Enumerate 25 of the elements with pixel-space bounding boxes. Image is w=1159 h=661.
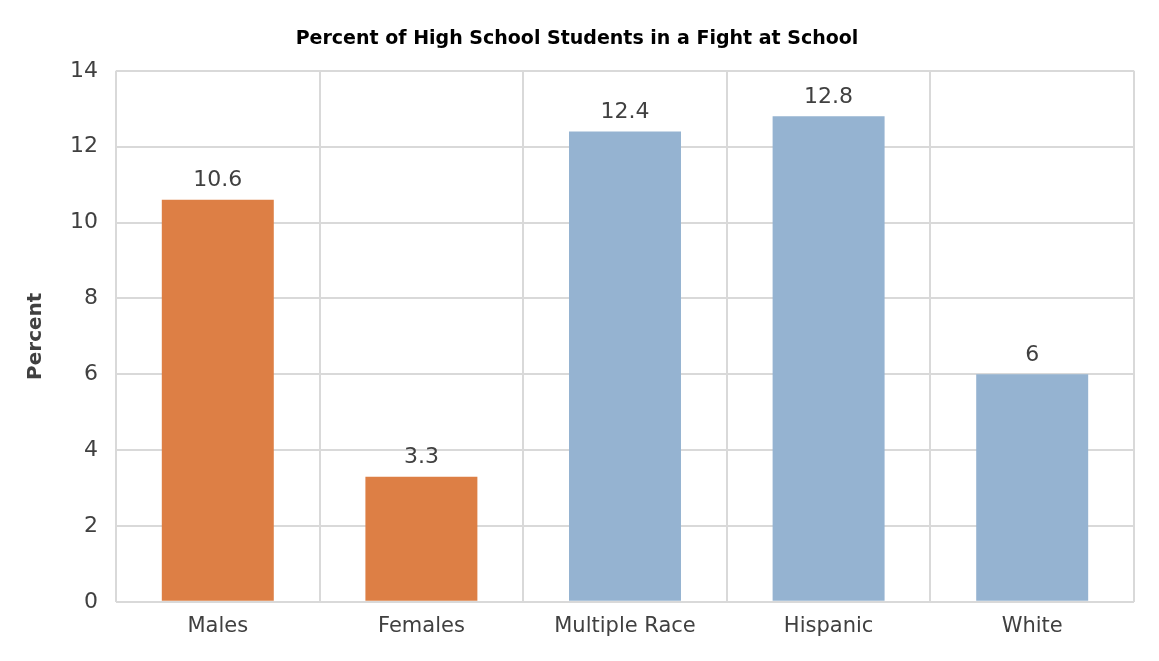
bar bbox=[161, 199, 274, 601]
y-tick-label: 8 bbox=[83, 284, 98, 310]
bar bbox=[976, 374, 1089, 601]
y-tick-label: 14 bbox=[69, 56, 98, 82]
bar bbox=[365, 476, 478, 601]
y-tick-label: 2 bbox=[83, 511, 98, 537]
data-label: 10.6 bbox=[193, 166, 243, 192]
data-label: 3.3 bbox=[403, 443, 439, 469]
y-tick-label: 10 bbox=[69, 208, 98, 234]
y-tick-label: 4 bbox=[83, 435, 98, 461]
x-tick-label: Males bbox=[187, 612, 249, 637]
x-tick-label: White bbox=[1001, 612, 1063, 637]
data-label: 6 bbox=[1025, 340, 1040, 366]
x-tick-label: Multiple Race bbox=[554, 612, 696, 637]
data-label: 12.4 bbox=[600, 98, 650, 124]
bar bbox=[569, 131, 681, 601]
y-tick-label: 6 bbox=[83, 359, 98, 385]
y-tick-label: 12 bbox=[69, 132, 98, 158]
x-tick-label: Hispanic bbox=[783, 612, 874, 637]
chart-title: Percent of High School Students in a Fight at School bbox=[295, 26, 859, 49]
x-tick-label: Females bbox=[377, 612, 465, 637]
y-axis-title: Percent bbox=[22, 292, 47, 380]
data-label: 12.8 bbox=[804, 83, 854, 109]
bar bbox=[772, 116, 885, 601]
y-tick-label: 0 bbox=[83, 587, 98, 613]
